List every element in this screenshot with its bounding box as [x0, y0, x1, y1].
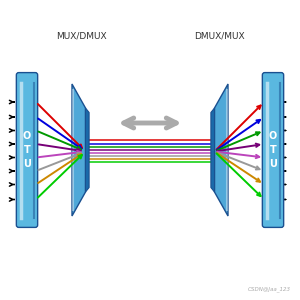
Polygon shape: [85, 108, 89, 192]
Text: O
T
U: O T U: [23, 131, 31, 169]
Polygon shape: [214, 84, 228, 216]
Text: O
T
U: O T U: [269, 131, 277, 169]
Text: MUX/DMUX: MUX/DMUX: [56, 32, 106, 40]
Polygon shape: [72, 84, 86, 216]
FancyBboxPatch shape: [262, 73, 284, 227]
Text: CSDN@Jaa_123: CSDN@Jaa_123: [248, 287, 291, 292]
Text: DMUX/MUX: DMUX/MUX: [194, 32, 244, 40]
Polygon shape: [211, 108, 214, 192]
FancyBboxPatch shape: [16, 73, 38, 227]
